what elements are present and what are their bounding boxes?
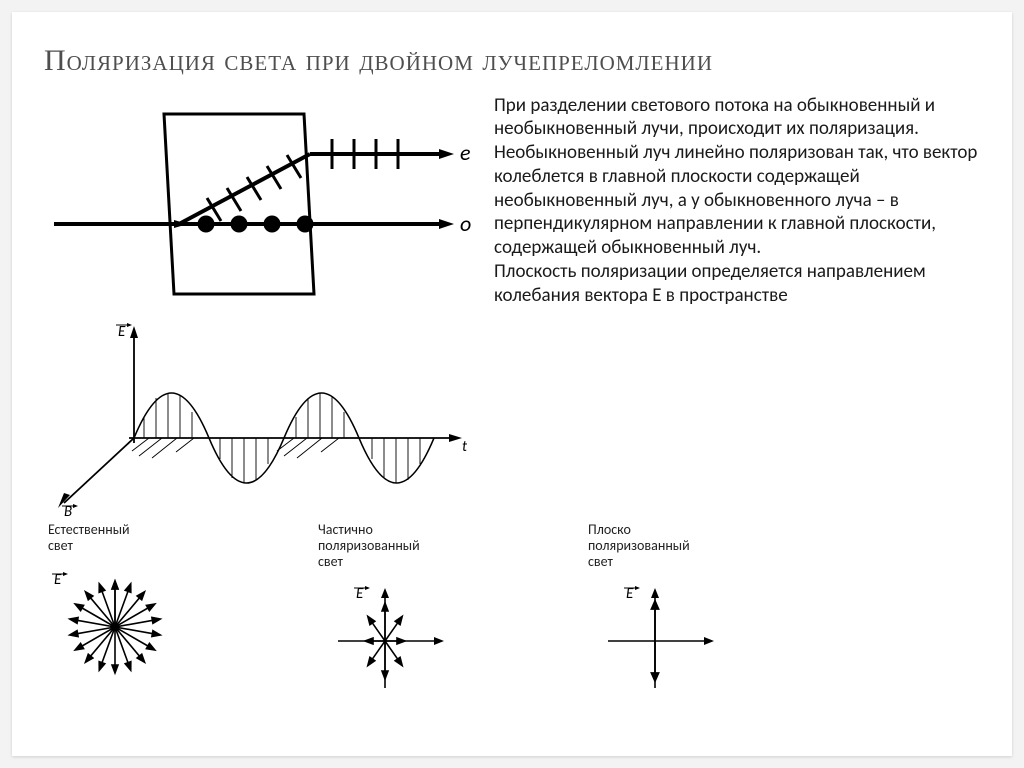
slide-title: Поляризация света при двойном лучепрелом…: [44, 42, 980, 80]
birefringence-diagram: e o: [44, 94, 474, 324]
slide: Поляризация света при двойном лучепрелом…: [12, 12, 1012, 756]
pol-natural-label: Естественныйсвет: [48, 522, 278, 556]
o-label: o: [460, 210, 471, 237]
svg-text:t: t: [462, 438, 468, 456]
pol-partial: Частичнополяризованныйсвет E: [318, 522, 548, 701]
pol-natural: Естественныйсвет E: [48, 522, 278, 701]
svg-text:B: B: [64, 503, 72, 518]
pol-plane-label: Плоскополяризованныйсвет: [588, 522, 818, 570]
em-wave-diagram: E t B: [44, 318, 484, 518]
body-text: При разделении светового потока на обыкн…: [494, 94, 980, 308]
right-column: При разделении светового потока на обыкн…: [494, 94, 980, 518]
e-label: e: [460, 139, 471, 166]
polarization-row: Естественныйсвет E: [44, 522, 980, 701]
content-row: e o E t: [44, 94, 980, 518]
pol-plane: Плоскополяризованныйсвет E: [588, 522, 818, 701]
pol-partial-label: Частичнополяризованныйсвет: [318, 522, 548, 570]
svg-text:E: E: [118, 323, 126, 341]
left-column: e o E t: [44, 94, 484, 518]
